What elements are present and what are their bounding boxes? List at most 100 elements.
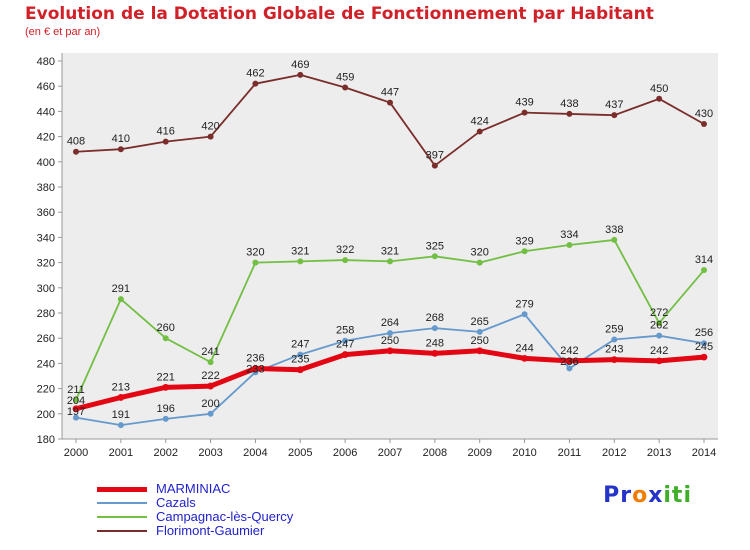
svg-text:241: 241: [201, 346, 219, 358]
svg-text:2005: 2005: [288, 447, 312, 459]
svg-text:245: 245: [695, 341, 713, 353]
svg-text:250: 250: [471, 335, 489, 347]
x-axis-labels: 2000 2001 2002 2003 2004 2005 2006 2007 2008 2009…: [64, 439, 716, 459]
svg-text:480: 480: [37, 56, 55, 68]
svg-text:233: 233: [246, 363, 264, 375]
svg-text:213: 213: [112, 381, 130, 393]
svg-text:247: 247: [291, 339, 309, 351]
svg-text:2000: 2000: [64, 447, 88, 459]
svg-text:450: 450: [650, 83, 668, 95]
svg-text:2009: 2009: [467, 447, 491, 459]
legend-item-marminiac: MARMINIAC: [97, 482, 293, 496]
svg-text:2013: 2013: [647, 447, 671, 459]
svg-text:2011: 2011: [558, 447, 582, 459]
svg-text:321: 321: [381, 245, 399, 257]
svg-text:256: 256: [695, 327, 713, 339]
chart-header: Evolution de la Dotation Globale de Fonc…: [25, 4, 654, 38]
svg-text:340: 340: [37, 232, 55, 244]
svg-text:221: 221: [157, 371, 175, 383]
svg-text:430: 430: [695, 108, 713, 120]
svg-text:264: 264: [381, 317, 399, 329]
svg-text:242: 242: [650, 345, 668, 357]
svg-text:236: 236: [560, 356, 578, 368]
series-cazals: [73, 311, 707, 429]
svg-text:242: 242: [560, 345, 578, 357]
svg-text:262: 262: [650, 320, 668, 332]
y-axis-labels: 180 200 220 240 260 280 300 320 340 360 380 400 420 4…: [37, 56, 62, 446]
svg-text:322: 322: [336, 244, 354, 256]
svg-text:244: 244: [515, 342, 533, 354]
svg-text:408: 408: [67, 136, 85, 148]
legend-line-marminiac-icon: [97, 486, 147, 492]
svg-text:2010: 2010: [512, 447, 536, 459]
svg-text:279: 279: [515, 298, 533, 310]
plot-panel: [62, 53, 718, 439]
legend-item-florimont: Florimont-Gaumier: [97, 524, 293, 538]
svg-text:334: 334: [560, 229, 578, 241]
legend-label-campagnac: Campagnac-lès-Quercy: [156, 509, 294, 524]
svg-text:204: 204: [67, 395, 85, 407]
logo-part-4: iti: [663, 483, 692, 508]
svg-text:321: 321: [291, 245, 309, 257]
svg-text:260: 260: [157, 322, 175, 334]
svg-text:440: 440: [37, 106, 55, 118]
svg-text:272: 272: [650, 307, 668, 319]
svg-text:416: 416: [157, 126, 175, 138]
svg-text:320: 320: [37, 258, 55, 270]
chart-legend: MARMINIAC Cazals Campagnac-lès-Quercy Fl…: [97, 482, 293, 538]
svg-text:247: 247: [336, 339, 354, 351]
svg-text:236: 236: [246, 352, 264, 364]
svg-text:235: 235: [291, 354, 309, 366]
svg-text:258: 258: [336, 325, 354, 337]
legend-label-cazals: Cazals: [156, 495, 196, 510]
svg-text:2004: 2004: [243, 447, 267, 459]
svg-text:259: 259: [605, 323, 623, 335]
svg-text:338: 338: [605, 224, 623, 236]
svg-text:291: 291: [112, 283, 130, 295]
svg-text:397: 397: [426, 150, 444, 162]
chart-svg: 1802002202402602803003203403603804004204…: [37, 53, 718, 459]
svg-text:469: 469: [291, 59, 309, 71]
svg-text:2014: 2014: [692, 447, 716, 459]
legend-label-marminiac: MARMINIAC: [156, 481, 231, 496]
legend-line-florimont-icon: [97, 530, 147, 532]
svg-text:439: 439: [515, 97, 533, 109]
svg-text:2007: 2007: [378, 447, 402, 459]
svg-text:2012: 2012: [602, 447, 626, 459]
legend-line-cazals-icon: [97, 502, 147, 504]
page-title: Evolution de la Dotation Globale de Fonc…: [25, 4, 654, 24]
svg-text:268: 268: [426, 312, 444, 324]
svg-text:243: 243: [605, 344, 623, 356]
svg-text:222: 222: [201, 370, 219, 382]
legend-line-campagnac-icon: [97, 516, 147, 518]
svg-text:2002: 2002: [153, 447, 177, 459]
svg-text:197: 197: [67, 406, 85, 418]
svg-text:447: 447: [381, 87, 399, 99]
svg-text:250: 250: [381, 335, 399, 347]
svg-text:325: 325: [426, 240, 444, 252]
svg-text:300: 300: [37, 283, 55, 295]
svg-text:248: 248: [426, 337, 444, 349]
legend-item-cazals: Cazals: [97, 496, 293, 510]
svg-text:200: 200: [201, 398, 219, 410]
svg-text:329: 329: [515, 235, 533, 247]
legend-item-campagnac: Campagnac-lès-Quercy: [97, 510, 293, 524]
svg-text:420: 420: [37, 132, 55, 144]
logo-part-2: o: [632, 483, 649, 508]
svg-text:320: 320: [246, 247, 264, 259]
svg-text:460: 460: [37, 81, 55, 93]
svg-text:220: 220: [37, 384, 55, 396]
logo-part-3: x: [648, 483, 664, 508]
svg-text:280: 280: [37, 308, 55, 320]
svg-text:459: 459: [336, 71, 354, 83]
svg-text:211: 211: [67, 384, 85, 396]
series-marminiac: [72, 347, 708, 413]
svg-text:260: 260: [37, 333, 55, 345]
svg-text:2006: 2006: [333, 447, 357, 459]
svg-text:191: 191: [112, 409, 130, 421]
proxiti-logo: Proxiti: [603, 483, 692, 508]
series-campagnac-l-s-quercy: [73, 236, 707, 403]
svg-text:437: 437: [605, 99, 623, 111]
svg-text:424: 424: [471, 116, 489, 128]
